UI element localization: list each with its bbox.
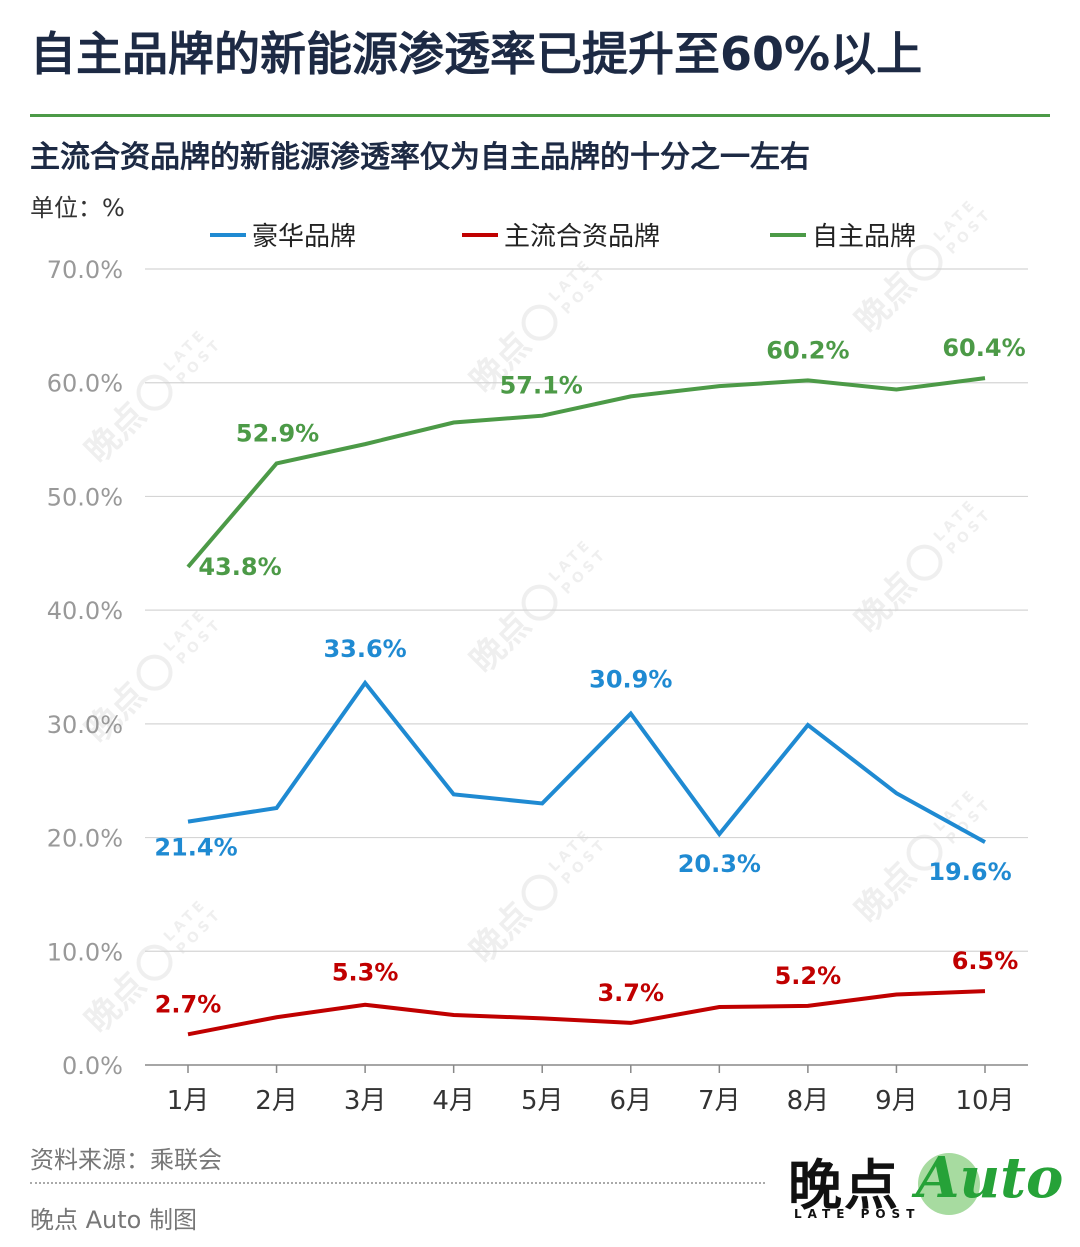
data-label: 2.7% bbox=[155, 990, 222, 1018]
y-tick-label: 70.0% bbox=[47, 256, 123, 284]
data-label: 19.6% bbox=[928, 858, 1011, 886]
data-label: 5.2% bbox=[775, 962, 842, 990]
logo-circle-icon bbox=[918, 1153, 980, 1215]
logo-auto-text: Auto bbox=[916, 1145, 1064, 1211]
watermark-cn: 晚点 bbox=[77, 965, 153, 1041]
series-line-0 bbox=[187, 679, 986, 844]
x-tick-label: 2月 bbox=[255, 1086, 298, 1116]
source-note: 资料来源：乘联会 bbox=[30, 1146, 222, 1174]
y-tick-label: 20.0% bbox=[47, 825, 123, 853]
watermark-circle-icon bbox=[906, 834, 943, 871]
watermark-cn: 晚点 bbox=[847, 855, 923, 931]
data-label: 6.5% bbox=[952, 947, 1019, 975]
x-tick-label: 7月 bbox=[698, 1086, 741, 1116]
x-tick-label: 6月 bbox=[610, 1086, 653, 1116]
watermark-circle-icon bbox=[136, 374, 173, 411]
y-tick-label: 50.0% bbox=[47, 483, 123, 511]
x-tick-label: 5月 bbox=[521, 1086, 564, 1116]
watermark-circle-icon bbox=[136, 654, 173, 691]
y-tick-label: 40.0% bbox=[47, 597, 123, 625]
x-tick-label: 10月 bbox=[955, 1086, 1014, 1116]
logo-cn-text: 晚点 bbox=[788, 1154, 900, 1217]
watermark-cn: 晚点 bbox=[462, 605, 538, 681]
data-label: 33.6% bbox=[323, 635, 406, 663]
watermark-cn: 晚点 bbox=[77, 395, 153, 471]
data-label: 60.4% bbox=[942, 334, 1025, 362]
legend-label: 主流合资品牌 bbox=[504, 222, 660, 252]
data-label: 5.3% bbox=[332, 959, 399, 987]
watermark-circle-icon bbox=[521, 874, 558, 911]
legend-label: 豪华品牌 bbox=[252, 222, 356, 252]
data-label: 20.3% bbox=[678, 850, 761, 878]
data-label: 21.4% bbox=[154, 834, 237, 862]
footer-divider bbox=[30, 1182, 765, 1184]
x-tick-label: 4月 bbox=[432, 1086, 475, 1116]
data-label: 57.1% bbox=[500, 372, 583, 400]
watermark-circle-icon bbox=[906, 544, 943, 581]
series-line-2 bbox=[186, 376, 986, 569]
series-line-1 bbox=[187, 989, 986, 1037]
unit-label: 单位：% bbox=[30, 194, 125, 222]
x-tick-label: 1月 bbox=[167, 1086, 210, 1116]
page-title: 自主品牌的新能源渗透率已提升至60%以上 bbox=[30, 27, 923, 81]
x-tick-label: 3月 bbox=[344, 1086, 387, 1116]
watermark-circle-icon bbox=[906, 244, 943, 281]
y-tick-label: 0.0% bbox=[62, 1052, 123, 1080]
credit-note: 晚点 Auto 制图 bbox=[30, 1206, 197, 1234]
data-label: 30.9% bbox=[589, 666, 672, 694]
data-label: 3.7% bbox=[597, 979, 664, 1007]
y-tick-label: 30.0% bbox=[47, 711, 123, 739]
watermark-circle-icon bbox=[521, 304, 558, 341]
x-tick-label: 9月 bbox=[875, 1086, 918, 1116]
title-divider bbox=[30, 114, 1050, 117]
page-subtitle: 主流合资品牌的新能源渗透率仅为自主品牌的十分之一左右 bbox=[30, 140, 810, 175]
y-tick-label: 60.0% bbox=[47, 370, 123, 398]
x-tick-label: 8月 bbox=[787, 1086, 830, 1116]
logo-en-text: LATE POST bbox=[794, 1207, 921, 1221]
watermark-cn: 晚点 bbox=[462, 895, 538, 971]
data-label: 52.9% bbox=[236, 419, 319, 447]
latepost-auto-logo: 晚点 LATE POST Auto bbox=[788, 1145, 1063, 1230]
data-label: 60.2% bbox=[766, 336, 849, 364]
legend-label: 自主品牌 bbox=[812, 222, 916, 252]
watermark-cn: 晚点 bbox=[847, 265, 923, 341]
data-label: 43.8% bbox=[198, 553, 281, 581]
y-tick-label: 10.0% bbox=[47, 938, 123, 966]
watermark-circle-icon bbox=[521, 584, 558, 621]
watermark-cn: 晚点 bbox=[847, 565, 923, 641]
